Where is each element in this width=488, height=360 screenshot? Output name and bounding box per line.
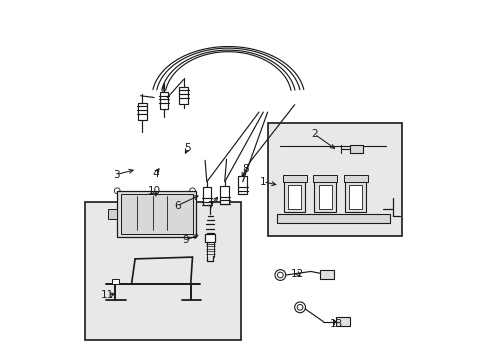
- Bar: [267, 123, 402, 235]
- Bar: [276, 214, 389, 223]
- Bar: [314, 180, 335, 212]
- Bar: [287, 185, 301, 209]
- Bar: [159, 92, 168, 109]
- Bar: [348, 185, 362, 209]
- Bar: [205, 234, 215, 242]
- Bar: [202, 187, 211, 205]
- Text: 2: 2: [310, 129, 317, 139]
- Bar: [313, 175, 336, 182]
- Bar: [318, 185, 331, 209]
- Bar: [117, 191, 196, 237]
- Bar: [220, 186, 228, 204]
- Bar: [343, 175, 367, 182]
- Bar: [284, 180, 305, 212]
- Text: 7: 7: [207, 201, 213, 211]
- Bar: [282, 175, 306, 182]
- Bar: [85, 202, 241, 339]
- Bar: [112, 279, 119, 284]
- Text: 12: 12: [291, 269, 304, 279]
- Text: 13: 13: [329, 319, 342, 329]
- Bar: [138, 103, 146, 120]
- Bar: [335, 317, 349, 326]
- Bar: [344, 180, 366, 212]
- Bar: [121, 194, 192, 234]
- Text: 8: 8: [242, 164, 249, 174]
- Text: 3: 3: [113, 170, 119, 180]
- Text: 10: 10: [148, 186, 161, 196]
- Bar: [319, 270, 333, 279]
- Bar: [349, 145, 362, 153]
- Text: 11: 11: [101, 291, 114, 301]
- Text: 4: 4: [152, 168, 159, 179]
- Text: 6: 6: [173, 201, 180, 211]
- Bar: [108, 209, 117, 220]
- Text: 1: 1: [259, 177, 266, 187]
- Text: 5: 5: [184, 143, 191, 153]
- Bar: [179, 87, 187, 104]
- Text: 9: 9: [182, 235, 188, 245]
- Bar: [238, 176, 247, 194]
